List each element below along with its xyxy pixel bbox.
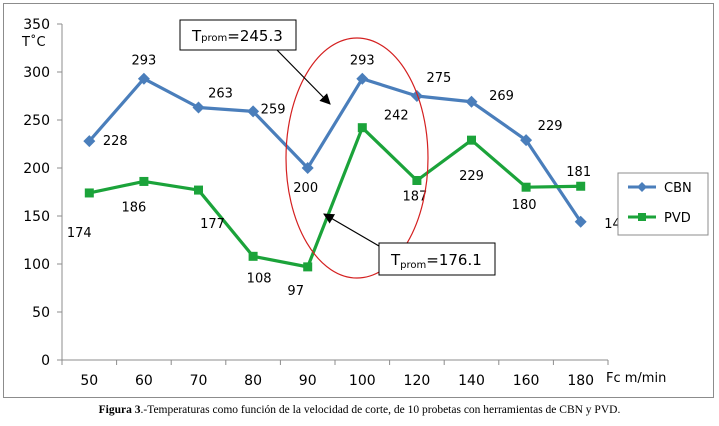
data-label-cbn: 263 — [208, 87, 233, 102]
point-pvd — [521, 182, 531, 192]
chart-frame — [3, 3, 714, 398]
annotation-value: =176.1 — [426, 251, 482, 269]
legend-marker-pvd — [638, 213, 646, 221]
data-label-pvd: 181 — [566, 165, 591, 180]
legend-label-pvd: PVD — [664, 211, 691, 226]
point-pvd — [412, 175, 422, 185]
data-label-pvd: 242 — [384, 109, 409, 124]
annotation-box — [179, 19, 297, 51]
y-tick-label: 100 — [23, 257, 50, 273]
legend: CBN PVD — [617, 172, 709, 236]
point-cbn — [301, 162, 314, 174]
point-pvd — [194, 185, 203, 195]
y-axis-title: T˚C — [21, 34, 46, 50]
data-label-cbn: 228 — [103, 134, 128, 149]
point-cbn — [574, 215, 587, 228]
x-tick-label: 70 — [190, 373, 208, 389]
caption-label: Figura 3 — [98, 404, 141, 416]
point-cbn — [247, 105, 260, 118]
annotation-subscript: prom — [400, 260, 426, 271]
data-label-cbn: 200 — [293, 181, 318, 196]
data-label-cbn: 293 — [350, 54, 375, 69]
data-label-cbn: 259 — [261, 102, 286, 117]
y-tick-label: 50 — [32, 305, 50, 321]
legend-marker-cbn — [637, 182, 647, 192]
x-tick-label: 140 — [458, 373, 485, 389]
series-line-pvd — [88, 126, 581, 269]
data-label-pvd: 229 — [459, 169, 484, 184]
annotation-subscript: prom — [201, 33, 227, 44]
point-pvd — [303, 262, 313, 272]
data-label-cbn: 269 — [489, 89, 514, 104]
annotation-symbol: T — [191, 27, 202, 45]
x-tick-label: 60 — [135, 373, 153, 389]
x-tick-label: 180 — [567, 373, 594, 389]
point-pvd — [576, 181, 586, 191]
annotation-symbol: T — [390, 251, 401, 269]
x-tick-label: 100 — [349, 373, 376, 389]
data-label-pvd: 177 — [200, 217, 225, 232]
x-tick-label: 160 — [513, 373, 540, 389]
data-label-pvd: 174 — [67, 226, 92, 241]
caption-text: .-Temperaturas como función de la veloci… — [140, 404, 621, 416]
x-tick-label: 80 — [244, 373, 262, 389]
x-tick-label: 50 — [80, 373, 98, 389]
legend-label-cbn: CBN — [664, 181, 692, 196]
point-pvd — [357, 123, 367, 133]
data-label-cbn: 275 — [426, 71, 451, 86]
data-label-pvd: 97 — [287, 284, 304, 299]
annotation-text: Tprom=245.3 — [191, 27, 283, 45]
point-cbn — [410, 90, 423, 102]
point-cbn — [137, 72, 150, 85]
series-line-cbn — [88, 77, 583, 223]
annotation-arrow — [323, 213, 380, 247]
y-tick-label: 250 — [23, 113, 50, 129]
highlight-ellipse — [285, 37, 429, 279]
figure-caption: Figura 3.-Temperaturas como función de l… — [0, 404, 719, 416]
data-label-pvd: 186 — [121, 200, 146, 215]
data-label-pvd: 187 — [402, 189, 427, 204]
annotation-text: Tprom=176.1 — [390, 251, 482, 271]
y-tick-label: 0 — [41, 353, 50, 369]
y-tick-label: 350 — [23, 17, 50, 33]
x-tick-label: 90 — [299, 373, 317, 389]
point-cbn — [465, 95, 478, 108]
point-cbn — [192, 101, 205, 114]
annotation-box — [378, 242, 496, 276]
data-label-pvd: 108 — [247, 271, 272, 286]
y-tick-label: 300 — [23, 65, 50, 81]
data-label-cbn: 293 — [131, 54, 156, 69]
data-label-cbn: 229 — [538, 119, 563, 134]
point-pvd — [248, 251, 258, 261]
line-chart: 0 50 100 150 200 250 300 350 50 60 70 80 90 100 120 140… — [21, 17, 709, 389]
point-cbn — [520, 134, 533, 147]
x-axis-title: Fc m/min — [606, 371, 666, 386]
point-pvd — [467, 135, 476, 145]
legend-box — [617, 172, 709, 236]
annotation-arrow — [276, 49, 331, 105]
point-cbn — [356, 72, 369, 85]
point-cbn — [83, 135, 96, 148]
point-pvd — [139, 176, 149, 186]
data-label-pvd: 180 — [512, 198, 537, 213]
y-tick-label: 200 — [23, 161, 50, 177]
annotation-value: =245.3 — [227, 27, 283, 45]
x-tick-label: 120 — [404, 373, 431, 389]
point-pvd — [84, 188, 94, 198]
y-tick-label: 150 — [23, 209, 50, 225]
